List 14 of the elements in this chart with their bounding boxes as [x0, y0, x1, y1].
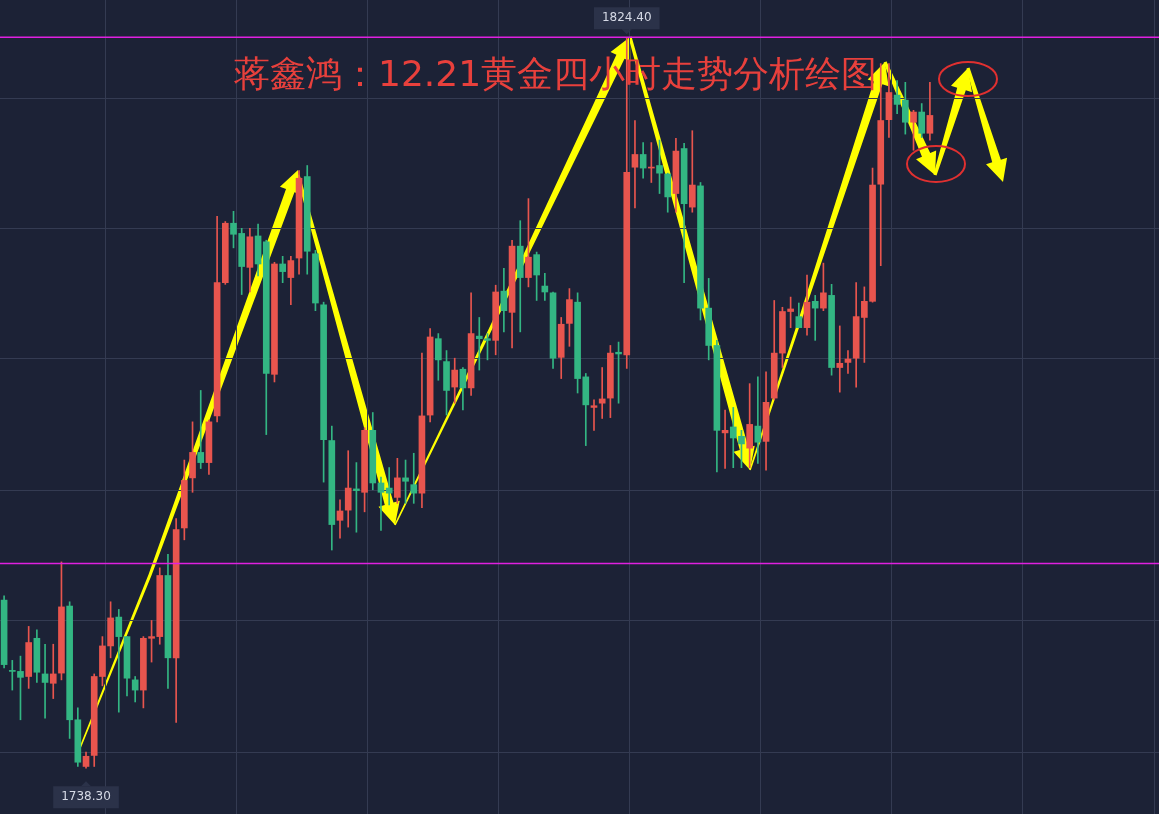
candlestick	[590, 399, 598, 431]
candlestick	[811, 295, 819, 341]
candlestick	[598, 367, 606, 419]
candlestick	[377, 476, 385, 531]
annotation: 1738.30	[61, 789, 111, 804]
candlestick	[49, 643, 57, 699]
annotation: 1824.40	[601, 10, 652, 25]
candlestick	[197, 390, 205, 469]
candlestick	[410, 452, 418, 504]
candlestick	[631, 120, 639, 209]
candlestick	[115, 609, 123, 713]
candlestick	[688, 130, 696, 213]
candlestick	[836, 325, 844, 393]
candlestick	[754, 376, 762, 464]
